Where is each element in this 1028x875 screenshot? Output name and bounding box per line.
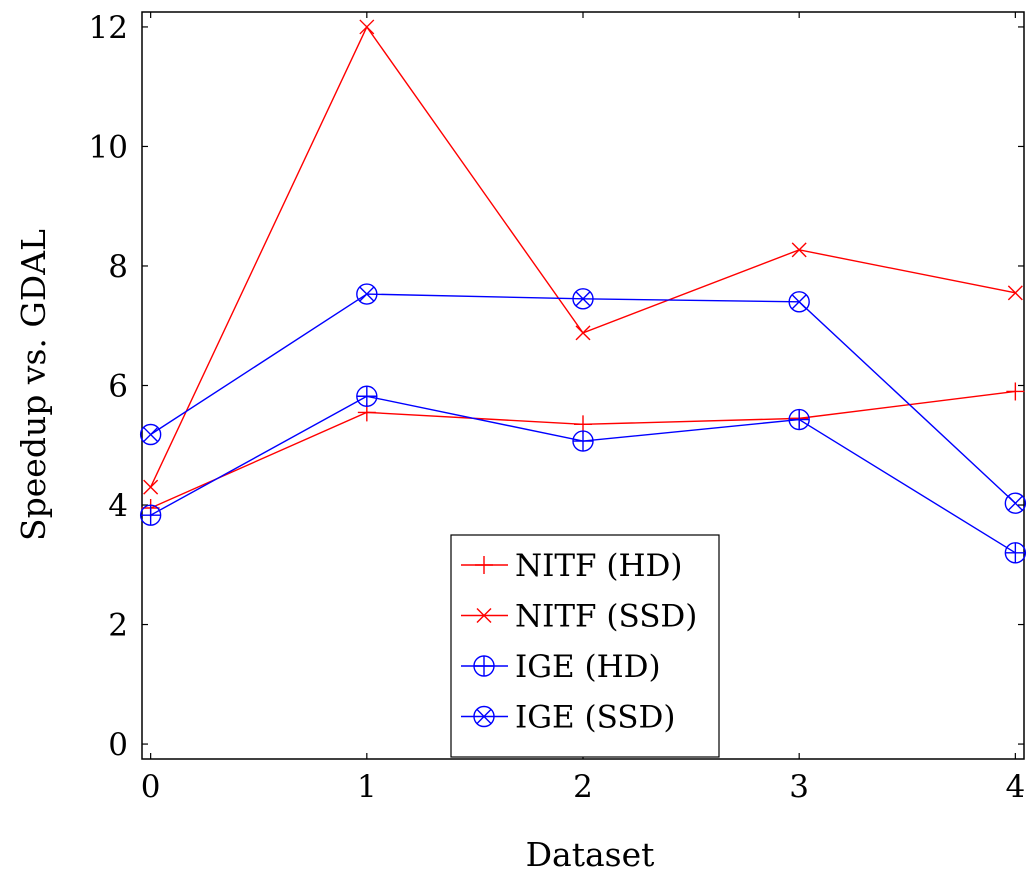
- y-tick-label: 2: [108, 608, 128, 644]
- data-point: [572, 430, 594, 452]
- y-tick-label: 12: [89, 10, 128, 46]
- data-point: [356, 385, 378, 407]
- series-3: [139, 385, 1027, 564]
- y-tick-label: 8: [108, 249, 128, 285]
- x-tick-label: 4: [1005, 769, 1025, 805]
- series-4: [139, 283, 1027, 514]
- x-tick-label: 3: [789, 769, 809, 805]
- series-2: [143, 19, 1023, 495]
- x-tick-label: 0: [141, 769, 161, 805]
- data-point: [788, 291, 810, 313]
- legend-box: [450, 534, 720, 758]
- data-point: [1004, 492, 1027, 514]
- legend-item: NITF (HD): [461, 548, 683, 584]
- data-point: [572, 288, 594, 310]
- data-point: [356, 283, 378, 305]
- legend-label: NITF (SSD): [515, 599, 697, 635]
- y-tick-label: 0: [108, 727, 128, 763]
- data-point: [575, 325, 591, 341]
- series-layer: [139, 19, 1027, 564]
- legend-marker: [473, 655, 495, 677]
- series-line: [150, 293, 1016, 504]
- legend-label: IGE (SSD): [515, 700, 675, 736]
- x-tick-label: 2: [573, 769, 593, 805]
- legend-item: NITF (SSD): [461, 599, 697, 635]
- x-axis-label: Dataset: [526, 835, 655, 874]
- data-point: [1007, 285, 1023, 301]
- legend-label: IGE (HD): [515, 649, 661, 685]
- y-tick-label: 4: [108, 488, 128, 524]
- data-point: [359, 19, 375, 35]
- legend-marker: [476, 608, 492, 623]
- data-point: [139, 423, 162, 446]
- x-tick-label: 1: [357, 769, 377, 805]
- y-tick-label: 6: [108, 369, 128, 405]
- legend-item: IGE (SSD): [461, 700, 675, 736]
- data-point: [139, 504, 162, 526]
- data-point: [143, 479, 159, 495]
- data-point: [788, 408, 810, 431]
- legend-label: NITF (HD): [515, 548, 683, 584]
- legend-marker: [473, 705, 495, 728]
- legend: NITF (HD) NITF (SSD) IGE (HD) IGE (SSD): [450, 534, 720, 758]
- data-point: [1006, 382, 1025, 401]
- legend-marker: [475, 556, 493, 574]
- y-tick-label: 10: [89, 129, 128, 165]
- data-point: [1004, 542, 1027, 564]
- data-point: [574, 415, 592, 434]
- data-point: [791, 242, 807, 258]
- y-axis-label: Speedup vs. GDAL: [14, 229, 53, 541]
- legend-item: IGE (HD): [461, 649, 661, 685]
